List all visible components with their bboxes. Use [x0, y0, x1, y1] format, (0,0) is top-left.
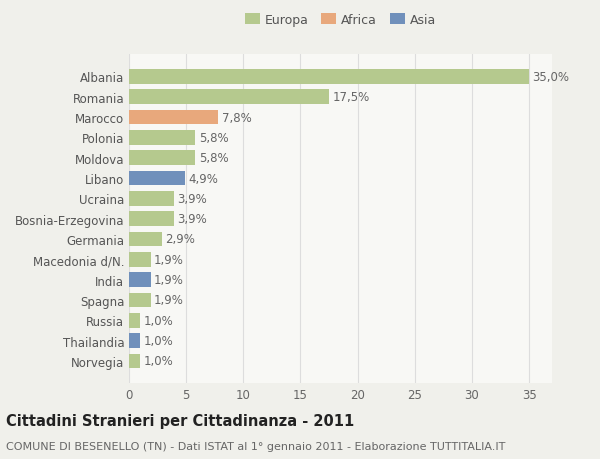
Legend: Europa, Africa, Asia: Europa, Africa, Asia	[240, 9, 441, 32]
Bar	[129, 151, 196, 166]
Text: 35,0%: 35,0%	[533, 71, 569, 84]
Bar	[129, 212, 173, 226]
Text: 5,8%: 5,8%	[199, 152, 229, 165]
Text: 1,9%: 1,9%	[154, 274, 184, 286]
Bar	[129, 252, 151, 267]
Text: 17,5%: 17,5%	[332, 91, 370, 104]
Text: 4,9%: 4,9%	[188, 172, 218, 185]
Bar	[129, 293, 151, 308]
Bar	[129, 111, 218, 125]
Bar	[129, 334, 140, 348]
Text: 5,8%: 5,8%	[199, 132, 229, 145]
Text: 3,9%: 3,9%	[177, 213, 207, 226]
Bar	[129, 131, 196, 146]
Bar	[129, 70, 529, 84]
Text: 1,9%: 1,9%	[154, 294, 184, 307]
Bar	[129, 354, 140, 368]
Text: 1,0%: 1,0%	[144, 354, 173, 368]
Text: 1,9%: 1,9%	[154, 253, 184, 266]
Bar	[129, 90, 329, 105]
Bar	[129, 273, 151, 287]
Bar	[129, 191, 173, 206]
Text: COMUNE DI BESENELLO (TN) - Dati ISTAT al 1° gennaio 2011 - Elaborazione TUTTITAL: COMUNE DI BESENELLO (TN) - Dati ISTAT al…	[6, 441, 505, 451]
Text: 3,9%: 3,9%	[177, 192, 207, 205]
Text: 7,8%: 7,8%	[221, 112, 251, 124]
Bar	[129, 313, 140, 328]
Text: 1,0%: 1,0%	[144, 314, 173, 327]
Bar	[129, 171, 185, 186]
Text: 1,0%: 1,0%	[144, 334, 173, 347]
Text: Cittadini Stranieri per Cittadinanza - 2011: Cittadini Stranieri per Cittadinanza - 2…	[6, 413, 354, 428]
Text: 2,9%: 2,9%	[166, 233, 196, 246]
Bar	[129, 232, 162, 247]
